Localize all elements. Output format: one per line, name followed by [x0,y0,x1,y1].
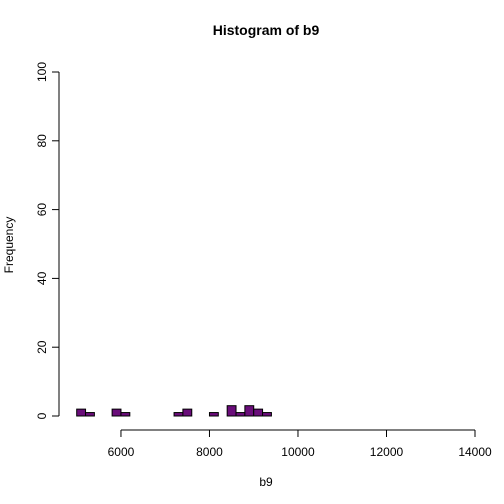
x-axis: 6000 8000 10000 12000 14000 [108,429,492,459]
y-tick-label-0: 0 [35,412,49,419]
y-tick-label-2: 40 [35,271,49,285]
y-tick-label-1: 20 [35,340,49,354]
x-tick-label-2: 10000 [281,445,315,459]
histogram-bar-4 [111,408,122,417]
histogram-bar-19 [244,405,255,417]
histogram-bar-15 [208,412,219,417]
histogram-bar-5 [120,412,131,417]
x-tick-label-4: 14000 [458,445,492,459]
histogram-bar-11 [173,412,184,417]
histogram-bar-12 [182,408,193,417]
y-tick-label-4: 80 [35,134,49,148]
x-tick-label-1: 8000 [196,445,223,459]
x-tick-label-0: 6000 [108,445,135,459]
y-axis: 0 20 40 60 80 100 [35,62,60,419]
histogram-bar-21 [262,412,272,417]
x-tick-label-3: 12000 [370,445,404,459]
y-axis-label: Frequency [2,217,16,274]
histogram-bar-1 [85,412,95,417]
histogram-bar-17 [226,405,237,417]
histogram-bars [76,405,272,417]
y-tick-label-5: 100 [35,62,49,82]
y-tick-label-3: 60 [35,203,49,217]
x-axis-label: b9 [259,475,273,489]
histogram-bar-18 [235,412,246,417]
histogram-bar-0 [76,408,87,417]
chart-title: Histogram of b9 [213,22,320,38]
histogram-bar-20 [253,408,264,417]
